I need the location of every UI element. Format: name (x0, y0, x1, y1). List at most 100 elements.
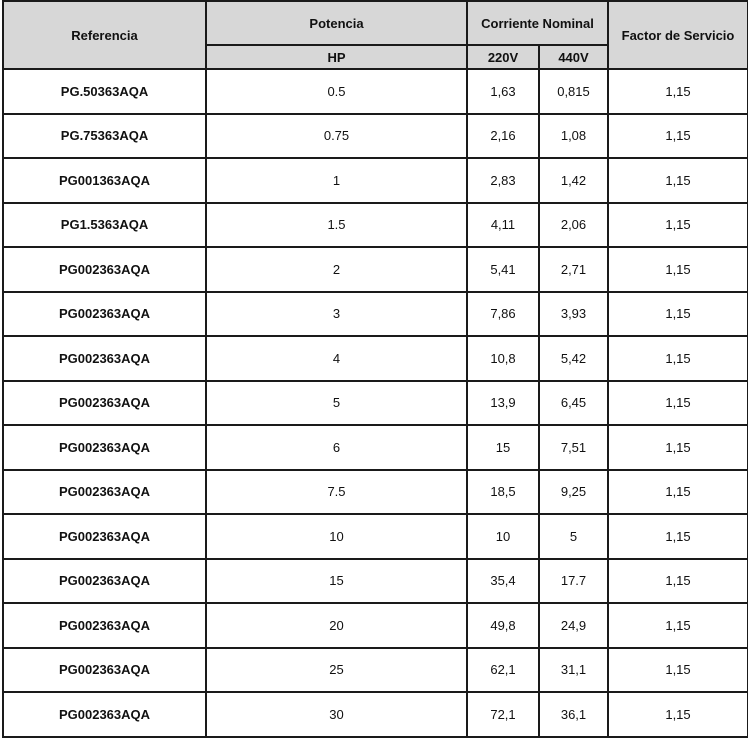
cell-potencia-hp: 7.5 (205, 468, 468, 515)
cell-corriente-220v: 2,83 (466, 157, 540, 204)
table-row: PG002363AQA 4 10,8 5,42 1,15 (2, 335, 748, 382)
header-corriente-nominal: Corriente Nominal (466, 0, 609, 46)
table-row: PG002363AQA 20 49,8 24,9 1,15 (2, 602, 748, 649)
table-row: PG002363AQA 10 10 5 1,15 (2, 513, 748, 560)
cell-corriente-220v: 7,86 (466, 290, 540, 337)
cell-referencia: PG002363AQA (2, 691, 207, 738)
cell-corriente-220v: 5,41 (466, 246, 540, 293)
cell-factor-servicio: 1,15 (607, 157, 748, 204)
table-row: PG1.5363AQA 1.5 4,11 2,06 1,15 (2, 201, 748, 248)
cell-factor-servicio: 1,15 (607, 557, 748, 604)
cell-potencia-hp: 20 (205, 602, 468, 649)
cell-potencia-hp: 0.75 (205, 112, 468, 159)
table-row: PG002363AQA 6 15 7,51 1,15 (2, 424, 748, 471)
cell-referencia: PG002363AQA (2, 379, 207, 426)
cell-referencia: PG002363AQA (2, 646, 207, 693)
table-row: PG002363AQA 15 35,4 17.7 1,15 (2, 557, 748, 604)
cell-corriente-440v: 31,1 (538, 646, 609, 693)
cell-referencia: PG002363AQA (2, 246, 207, 293)
cell-referencia: PG002363AQA (2, 513, 207, 560)
cell-factor-servicio: 1,15 (607, 646, 748, 693)
cell-corriente-440v: 36,1 (538, 691, 609, 738)
table-header: Referencia Potencia Corriente Nominal Fa… (2, 0, 748, 70)
cell-potencia-hp: 4 (205, 335, 468, 382)
cell-corriente-220v: 62,1 (466, 646, 540, 693)
cell-corriente-220v: 1,63 (466, 68, 540, 115)
cell-potencia-hp: 0.5 (205, 68, 468, 115)
cell-potencia-hp: 15 (205, 557, 468, 604)
cell-potencia-hp: 5 (205, 379, 468, 426)
cell-corriente-220v: 4,11 (466, 201, 540, 248)
cell-corriente-440v: 5 (538, 513, 609, 560)
cell-referencia: PG002363AQA (2, 468, 207, 515)
subheader-row: HP 220V 440V (3, 44, 748, 70)
cell-referencia: PG.75363AQA (2, 112, 207, 159)
cell-corriente-220v: 10,8 (466, 335, 540, 382)
cell-potencia-hp: 2 (205, 246, 468, 293)
cell-factor-servicio: 1,15 (607, 424, 748, 471)
table-row: PG001363AQA 1 2,83 1,42 1,15 (2, 157, 748, 204)
cell-corriente-220v: 15 (466, 424, 540, 471)
cell-corriente-220v: 10 (466, 513, 540, 560)
cell-potencia-hp: 30 (205, 691, 468, 738)
table-row: PG.75363AQA 0.75 2,16 1,08 1,15 (2, 112, 748, 159)
subheader-220v: 220V (466, 44, 540, 70)
cell-referencia: PG.50363AQA (2, 68, 207, 115)
cell-factor-servicio: 1,15 (607, 290, 748, 337)
table-row: PG002363AQA 7.5 18,5 9,25 1,15 (2, 468, 748, 515)
cell-corriente-440v: 2,06 (538, 201, 609, 248)
cell-corriente-440v: 9,25 (538, 468, 609, 515)
cell-referencia: PG002363AQA (2, 424, 207, 471)
cell-factor-servicio: 1,15 (607, 246, 748, 293)
cell-factor-servicio: 1,15 (607, 602, 748, 649)
table-row: PG002363AQA 30 72,1 36,1 1,15 (2, 691, 748, 738)
cell-corriente-440v: 1,42 (538, 157, 609, 204)
cell-potencia-hp: 10 (205, 513, 468, 560)
cell-factor-servicio: 1,15 (607, 379, 748, 426)
cell-factor-servicio: 1,15 (607, 468, 748, 515)
cell-factor-servicio: 1,15 (607, 68, 748, 115)
header-row: Referencia Potencia Corriente Nominal Fa… (2, 0, 748, 70)
cell-corriente-440v: 6,45 (538, 379, 609, 426)
cell-referencia: PG002363AQA (2, 290, 207, 337)
table-row: PG002363AQA 2 5,41 2,71 1,15 (2, 246, 748, 293)
cell-factor-servicio: 1,15 (607, 513, 748, 560)
cell-corriente-440v: 3,93 (538, 290, 609, 337)
header-referencia: Referencia (2, 0, 207, 70)
table-row: PG002363AQA 25 62,1 31,1 1,15 (2, 646, 748, 693)
cell-corriente-440v: 2,71 (538, 246, 609, 293)
cell-corriente-220v: 49,8 (466, 602, 540, 649)
cell-factor-servicio: 1,15 (607, 335, 748, 382)
cell-corriente-220v: 35,4 (466, 557, 540, 604)
cell-potencia-hp: 1.5 (205, 201, 468, 248)
cell-referencia: PG002363AQA (2, 335, 207, 382)
cell-referencia: PG002363AQA (2, 557, 207, 604)
subheader-440v: 440V (538, 44, 609, 70)
cell-corriente-220v: 2,16 (466, 112, 540, 159)
cell-corriente-440v: 17.7 (538, 557, 609, 604)
header-factor-servicio: Factor de Servicio (607, 0, 748, 70)
cell-corriente-440v: 24,9 (538, 602, 609, 649)
cell-referencia: PG1.5363AQA (2, 201, 207, 248)
subheader-hp: HP (205, 44, 468, 70)
table-body: PG.50363AQA 0.5 1,63 0,815 1,15 PG.75363AQA 0.… (2, 68, 748, 738)
cell-potencia-hp: 3 (205, 290, 468, 337)
cell-factor-servicio: 1,15 (607, 201, 748, 248)
cell-potencia-hp: 25 (205, 646, 468, 693)
table-row: PG002363AQA 5 13,9 6,45 1,15 (2, 379, 748, 426)
cell-referencia: PG001363AQA (2, 157, 207, 204)
cell-factor-servicio: 1,15 (607, 112, 748, 159)
cell-corriente-440v: 5,42 (538, 335, 609, 382)
cell-potencia-hp: 1 (205, 157, 468, 204)
cell-corriente-440v: 7,51 (538, 424, 609, 471)
cell-corriente-220v: 72,1 (466, 691, 540, 738)
table-row: PG002363AQA 3 7,86 3,93 1,15 (2, 290, 748, 337)
table-row: PG.50363AQA 0.5 1,63 0,815 1,15 (2, 68, 748, 115)
cell-corriente-440v: 1,08 (538, 112, 609, 159)
cell-factor-servicio: 1,15 (607, 691, 748, 738)
cell-corriente-220v: 18,5 (466, 468, 540, 515)
cell-referencia: PG002363AQA (2, 602, 207, 649)
cell-potencia-hp: 6 (205, 424, 468, 471)
header-potencia: Potencia (205, 0, 468, 46)
